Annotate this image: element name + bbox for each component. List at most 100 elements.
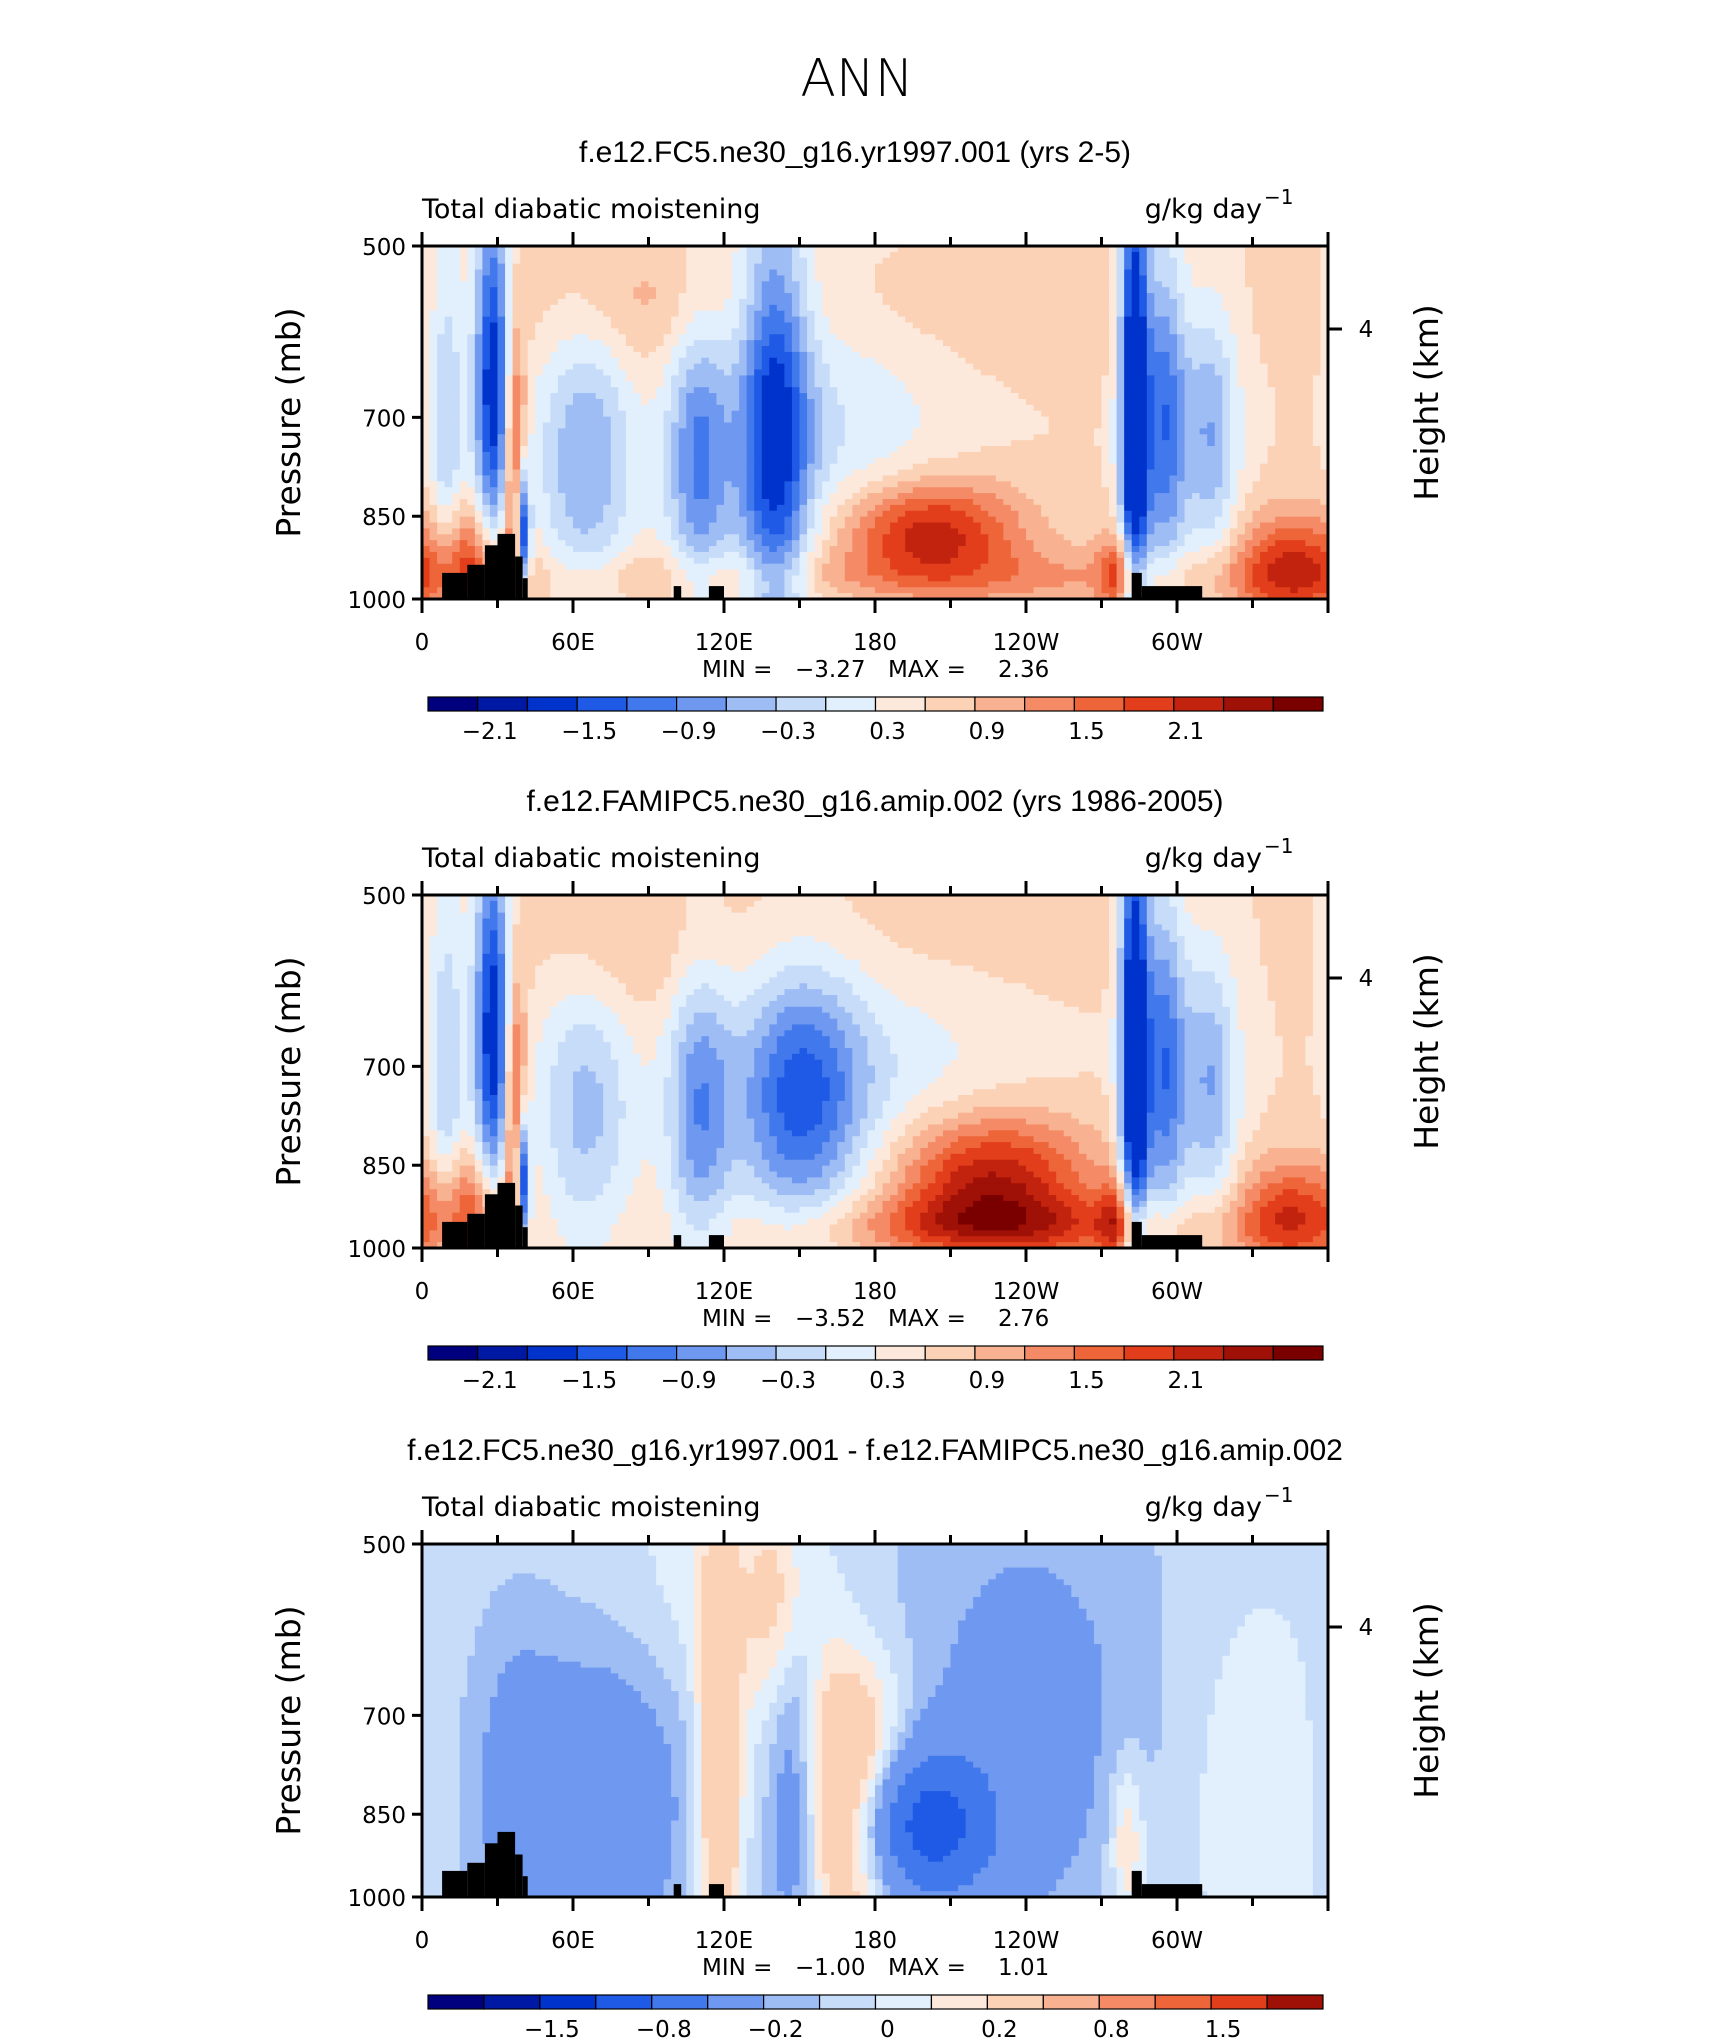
contour-cell bbox=[565, 1236, 612, 1243]
contour-cell bbox=[693, 522, 710, 529]
contour-cell bbox=[1184, 1000, 1223, 1008]
contour-cell bbox=[489, 1053, 499, 1061]
contour-cell bbox=[505, 1089, 514, 1096]
contour-cell bbox=[520, 1206, 529, 1214]
contour-cell bbox=[527, 1183, 536, 1190]
contour-cell bbox=[1237, 995, 1269, 1002]
contour-cell bbox=[1139, 930, 1148, 937]
contour-cell bbox=[867, 1089, 891, 1096]
contour-cell bbox=[459, 1012, 468, 1020]
contour-cell bbox=[1184, 1030, 1223, 1037]
contour-cell bbox=[527, 522, 536, 529]
contour-cell bbox=[1214, 1136, 1231, 1143]
contour-cell bbox=[739, 587, 755, 594]
contour-cell bbox=[429, 410, 438, 418]
contour-cell bbox=[671, 346, 687, 353]
contour-cell bbox=[942, 1147, 967, 1155]
contour-cell bbox=[422, 563, 431, 571]
contour-cell bbox=[422, 504, 438, 512]
contour-cell bbox=[467, 434, 476, 441]
contour-cell bbox=[512, 340, 521, 347]
contour-cell bbox=[761, 404, 793, 412]
contour-cell bbox=[625, 375, 665, 382]
contour-cell bbox=[535, 334, 574, 341]
contour-cell bbox=[1109, 316, 1118, 324]
figure-title: ANN bbox=[800, 49, 913, 109]
contour-cell bbox=[1010, 540, 1035, 547]
contour-cell bbox=[505, 1024, 514, 1031]
contour-cell bbox=[739, 534, 748, 541]
contour-cell bbox=[1026, 983, 1110, 990]
contour-cell bbox=[497, 1130, 506, 1137]
contour-cell bbox=[799, 246, 816, 253]
contour-cell bbox=[724, 895, 763, 902]
contour-cell bbox=[625, 1200, 665, 1208]
contour-cell bbox=[550, 1206, 627, 1214]
contour-cell bbox=[791, 363, 801, 371]
contour-cell bbox=[1131, 1142, 1148, 1149]
contour-cell bbox=[769, 1000, 838, 1008]
contour-cell bbox=[791, 469, 801, 477]
contour-cell bbox=[1184, 995, 1223, 1002]
contour-cell bbox=[807, 440, 816, 447]
contour-cell bbox=[822, 340, 846, 347]
contour-cell bbox=[1267, 546, 1322, 553]
contour-cell bbox=[482, 522, 491, 529]
contour-cell bbox=[437, 1036, 461, 1043]
contour-cell bbox=[512, 1006, 521, 1014]
contour-cell bbox=[505, 251, 514, 259]
contour-cell bbox=[731, 416, 748, 424]
contour-cell bbox=[557, 1053, 612, 1061]
contour-cell bbox=[1177, 1006, 1193, 1014]
contour-cell bbox=[497, 516, 506, 524]
contour-cell bbox=[550, 304, 597, 312]
contour-cell bbox=[1146, 504, 1155, 512]
contour-cell bbox=[995, 375, 1103, 382]
contour-cell bbox=[535, 1065, 551, 1073]
contour-cell bbox=[1177, 1106, 1186, 1114]
contour-cell bbox=[1222, 451, 1231, 459]
contour-cell bbox=[1282, 1036, 1306, 1043]
contour-cell bbox=[1184, 1095, 1223, 1102]
contour-cell bbox=[807, 398, 816, 406]
contour-cell bbox=[550, 581, 619, 588]
contour-cell bbox=[829, 942, 899, 949]
contour-cell bbox=[618, 398, 642, 406]
contour-cell bbox=[656, 528, 672, 535]
contour-cell bbox=[754, 989, 785, 996]
contour-cell bbox=[875, 275, 1110, 282]
contour-cell bbox=[912, 1183, 929, 1190]
contour-cell bbox=[656, 346, 672, 353]
contour-cell bbox=[437, 263, 461, 271]
contour-cell bbox=[1177, 281, 1193, 288]
contour-cell bbox=[1048, 1189, 1072, 1196]
contour-cell bbox=[557, 340, 604, 347]
contour-cell bbox=[422, 410, 431, 418]
contour-cell bbox=[459, 251, 468, 259]
contour-cell bbox=[1078, 1118, 1110, 1126]
contour-cell bbox=[512, 1000, 521, 1008]
contour-cell bbox=[1177, 1018, 1186, 1026]
contour-cell bbox=[573, 1077, 597, 1084]
contour-cell bbox=[1169, 246, 1186, 253]
contour-cell bbox=[1237, 1012, 1276, 1020]
contour-cell bbox=[588, 1065, 619, 1073]
contour-cell bbox=[1139, 924, 1148, 931]
contour-cell bbox=[739, 304, 748, 312]
contour-cell bbox=[429, 516, 438, 524]
contour-cell bbox=[761, 287, 785, 294]
contour-cell bbox=[852, 1112, 869, 1120]
contour-cell bbox=[1184, 1218, 1223, 1226]
contour-cell bbox=[505, 995, 514, 1002]
contour-cell bbox=[686, 534, 725, 541]
contour-cell bbox=[1222, 983, 1238, 990]
contour-cell bbox=[746, 340, 755, 347]
contour-cell bbox=[739, 593, 755, 599]
contour-cell bbox=[844, 1212, 861, 1220]
contour-cell bbox=[716, 1012, 763, 1020]
contour-cell bbox=[905, 1165, 921, 1173]
contour-cell bbox=[807, 587, 816, 594]
contour-cell bbox=[807, 983, 853, 990]
contour-cell bbox=[663, 510, 680, 518]
contour-cell bbox=[693, 1112, 710, 1120]
